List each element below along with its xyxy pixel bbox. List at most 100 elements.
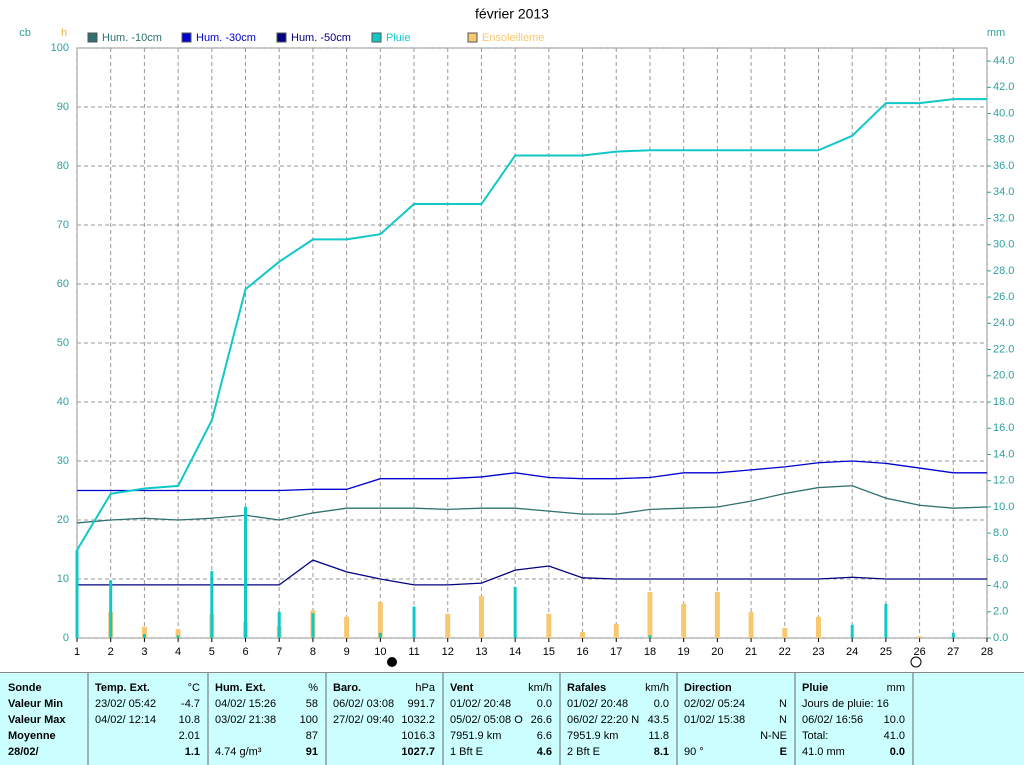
x-tick-label: 23 (812, 646, 824, 658)
y2-tick-label: 16.0 (993, 422, 1014, 434)
rain-bar (277, 611, 281, 638)
rain-bar (884, 603, 888, 638)
table-cell: 1016.3 (401, 730, 435, 742)
x-tick-label: 22 (779, 646, 791, 658)
left-unit: cb (19, 27, 31, 39)
y2-tick-label: 32.0 (993, 212, 1014, 224)
x-tick-label: 8 (310, 646, 316, 658)
moon-icon (910, 656, 922, 668)
table-cell: 27/02/ 09:40 (333, 714, 394, 726)
x-tick-label: 18 (644, 646, 656, 658)
x-tick-label: 2 (108, 646, 114, 658)
y-tick-label: 100 (51, 42, 69, 54)
table-cell: 100 (300, 714, 318, 726)
sunshine-bar (546, 613, 552, 638)
y2-tick-label: 24.0 (993, 317, 1014, 329)
y-tick-label: 20 (57, 514, 69, 526)
x-tick-label: 20 (711, 646, 723, 658)
rain-bar (142, 634, 146, 638)
rain-bar (75, 550, 79, 638)
series-line (76, 98, 987, 551)
y2-tick-label: 4.0 (993, 579, 1008, 591)
x-tick-label: 26 (913, 646, 925, 658)
table-cell: Hum. Ext. (215, 682, 266, 694)
x-tick-label: 25 (880, 646, 892, 658)
y2-tick-label: 30.0 (993, 239, 1014, 251)
table-cell: 90 ° (684, 746, 704, 758)
rain-bar (311, 613, 315, 638)
y-tick-label: 80 (57, 160, 69, 172)
table-cell: 28/02/ (8, 746, 39, 758)
x-tick-label: 21 (745, 646, 757, 658)
table-cell: Rafales (567, 682, 606, 694)
series-line (76, 485, 988, 524)
y-tick-label: 10 (57, 573, 69, 585)
table-cell: 0.0 (654, 698, 669, 710)
x-tick-label: 27 (947, 646, 959, 658)
rain-bar (951, 632, 955, 638)
rain-bar (176, 635, 180, 638)
legend-swatch (181, 32, 192, 43)
moon-icon (387, 657, 397, 667)
table-cell: Jours de pluie: 16 (802, 698, 889, 710)
table-cell: 41.0 (884, 730, 905, 742)
y2-tick-label: 34.0 (993, 186, 1014, 198)
table-cell: 10.8 (179, 714, 200, 726)
sunshine-bar (141, 626, 147, 638)
table-cell: Vent (450, 682, 474, 694)
summary-table: Sonde Temp. Ext. °C Hum. Ext.% Baro. hPa Vent k… (0, 672, 1024, 765)
table-cell: 1027.7 (401, 746, 435, 758)
table-cell: N (779, 714, 787, 726)
y2-tick-label: 44.0 (993, 55, 1014, 67)
x-tick-label: 16 (576, 646, 588, 658)
table-cell: 0.0 (890, 746, 905, 758)
table-cell: °C (188, 682, 200, 694)
x-tick-label: 1 (74, 646, 80, 658)
left-unit-2: h (61, 27, 67, 39)
legend-label: Hum. -30cm (196, 32, 256, 44)
x-tick-label: 5 (209, 646, 215, 658)
rain-bar (109, 580, 113, 638)
table-cell: N-NE (760, 730, 787, 742)
table-cell: 26.6 (531, 714, 552, 726)
sunshine-bar (815, 616, 821, 638)
sunshine-bar (917, 636, 923, 638)
table-cell: Temp. Ext. (95, 682, 150, 694)
table-cell: 1 Bft E (450, 746, 483, 758)
y-tick-label: 0 (63, 632, 69, 644)
y2-tick-label: 36.0 (993, 160, 1014, 172)
table-cell: Valeur Min (8, 698, 63, 710)
table-cell: km/h (528, 682, 552, 694)
y-tick-label: 50 (57, 337, 69, 349)
x-tick-label: 9 (344, 646, 350, 658)
table-cell: % (308, 682, 318, 694)
table-cell: 2 Bft E (567, 746, 600, 758)
sunshine-bar (613, 623, 619, 638)
y2-tick-label: 12.0 (993, 475, 1014, 487)
legend-swatch (87, 32, 98, 43)
x-tick-label: 17 (610, 646, 622, 658)
y-tick-label: 40 (57, 396, 69, 408)
sunshine-bar (377, 602, 383, 638)
rain-bar (648, 635, 652, 638)
table-cell: hPa (415, 682, 435, 694)
y2-tick-label: 18.0 (993, 396, 1014, 408)
series-line (77, 460, 987, 492)
table-cell: 23/02/ 05:42 (95, 698, 156, 710)
rain-bar (378, 632, 382, 638)
table-cell: 58 (306, 698, 318, 710)
y-tick-label: 90 (57, 101, 69, 113)
table-cell: Sonde (8, 682, 42, 694)
y2-tick-label: 38.0 (993, 134, 1014, 146)
x-tick-label: 19 (678, 646, 690, 658)
y2-tick-label: 0.0 (993, 632, 1008, 644)
table-cell: 11.8 (648, 730, 669, 742)
sunshine-bar (748, 612, 754, 638)
x-tick-label: 13 (475, 646, 487, 658)
table-cell: 10.0 (884, 714, 905, 726)
x-tick-label: 7 (276, 646, 282, 658)
table-cell: 8.1 (654, 746, 669, 758)
x-tick-label: 6 (242, 646, 248, 658)
y2-tick-label: 8.0 (993, 527, 1008, 539)
